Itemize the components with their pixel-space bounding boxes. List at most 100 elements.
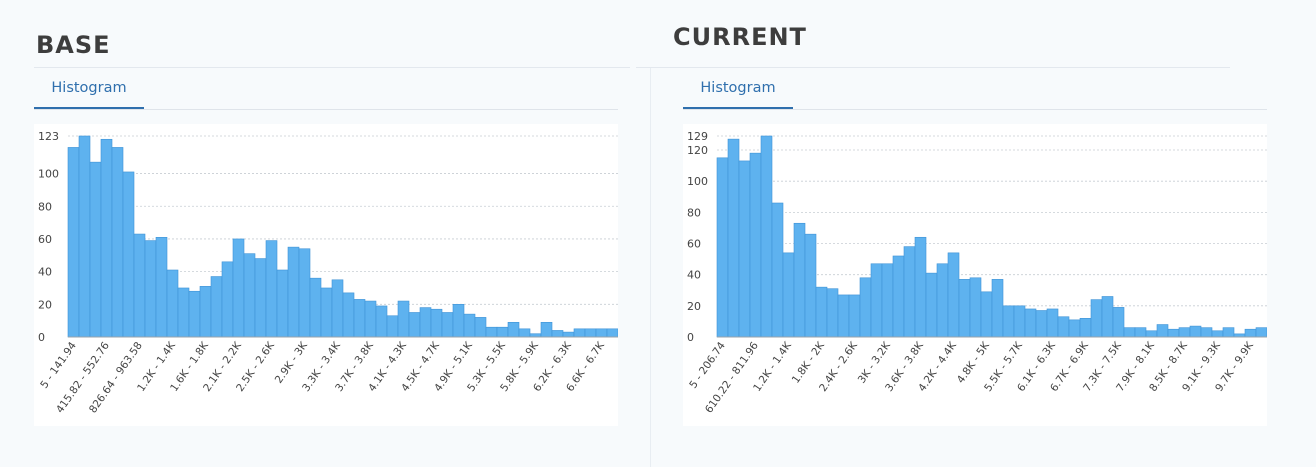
histogram-bar[interactable] [1134,327,1147,338]
histogram-bar[interactable] [452,304,465,338]
histogram-bar[interactable] [133,233,146,338]
histogram-bar[interactable] [254,258,267,338]
histogram-bar[interactable] [771,202,784,338]
histogram-bar[interactable] [793,222,806,338]
histogram-bar[interactable] [1112,307,1125,338]
histogram-bar[interactable] [89,161,102,338]
histogram-bar[interactable] [408,312,421,338]
histogram-bar[interactable] [232,238,245,338]
histogram-bar[interactable] [936,263,949,338]
histogram-bar[interactable] [716,157,729,338]
histogram-bar[interactable] [881,263,894,338]
histogram-bar[interactable] [749,152,762,338]
histogram-bar[interactable] [859,277,872,338]
histogram-bar[interactable] [331,279,344,338]
histogram-bar[interactable] [573,328,586,338]
histogram-bar[interactable] [1189,325,1202,338]
histogram-bar[interactable] [837,294,850,338]
histogram-bar[interactable] [892,255,905,338]
histogram-bar[interactable] [1046,308,1059,338]
histogram-bar[interactable] [1090,299,1103,338]
histogram-bar[interactable] [375,305,388,338]
histogram-bar[interactable] [1167,328,1180,338]
histogram-bar[interactable] [122,171,135,338]
histogram-bar[interactable] [78,135,91,338]
histogram-bar[interactable] [980,291,993,338]
histogram-bar[interactable] [199,286,212,338]
histogram-bar[interactable] [540,321,553,338]
histogram-bar[interactable] [485,326,498,338]
histogram-bar[interactable] [353,299,366,338]
histogram-bar[interactable] [1211,330,1224,338]
histogram-bar[interactable] [430,308,443,338]
histogram-bar[interactable] [188,290,201,338]
histogram-bar[interactable] [397,300,410,338]
histogram-bar[interactable] [111,147,124,338]
histogram-bar[interactable] [320,287,333,338]
histogram-bar[interactable] [727,138,740,338]
histogram-bar[interactable] [518,328,531,338]
histogram-bar[interactable] [903,246,916,338]
histogram-bar[interactable] [584,328,597,338]
histogram-bar[interactable] [1244,328,1257,338]
histogram-bar[interactable] [1002,305,1015,338]
histogram-bar[interactable] [100,138,113,338]
histogram-bar[interactable] [870,263,883,338]
histogram-bar[interactable] [1057,316,1070,338]
histogram-bar[interactable] [507,321,520,338]
histogram-bar[interactable] [1255,327,1267,338]
histogram-bar[interactable] [551,330,564,338]
histogram-bar[interactable] [1222,327,1235,338]
histogram-bar[interactable] [67,147,80,338]
histogram-bar[interactable] [364,300,377,338]
histogram-bar[interactable] [276,269,289,338]
histogram-bar[interactable] [958,279,971,338]
histogram-bar[interactable] [221,261,234,338]
histogram-bar[interactable] [496,326,509,338]
histogram-bar[interactable] [1079,318,1092,338]
histogram-bar[interactable] [243,253,256,338]
histogram-bar[interactable] [595,328,608,338]
histogram-bar[interactable] [782,252,795,338]
histogram-bar[interactable] [155,237,168,338]
histogram-bar[interactable] [1068,319,1081,338]
histogram-bar[interactable] [298,248,311,338]
histogram-bar[interactable] [1024,308,1037,338]
histogram-bar[interactable] [386,315,399,338]
histogram-bar[interactable] [804,233,817,338]
histogram-bar[interactable] [1178,327,1191,338]
histogram-bar[interactable] [969,277,982,338]
histogram-bar[interactable] [144,240,157,338]
histogram-bar[interactable] [925,272,938,338]
histogram-bar[interactable] [463,313,476,338]
current-histogram-tab[interactable]: Histogram [683,75,793,109]
histogram-bar[interactable] [287,246,300,338]
histogram-bar[interactable] [210,276,223,338]
histogram-bar[interactable] [419,307,432,338]
base-histogram-tab[interactable]: Histogram [34,75,144,109]
histogram-bar[interactable] [474,317,487,338]
histogram-bar[interactable] [815,286,828,338]
histogram-bar[interactable] [166,269,179,338]
histogram-bar[interactable] [947,252,960,338]
histogram-bar[interactable] [738,160,751,338]
histogram-bar[interactable] [562,331,575,338]
histogram-bar[interactable] [914,236,927,338]
histogram-bar[interactable] [441,312,454,338]
histogram-bar[interactable] [760,135,773,338]
histogram-bar[interactable] [177,287,190,338]
histogram-bar[interactable] [1200,327,1213,338]
histogram-bar[interactable] [1035,310,1048,338]
histogram-bar[interactable] [1145,330,1158,338]
histogram-bar[interactable] [848,294,861,338]
histogram-bar[interactable] [265,240,278,338]
histogram-bar[interactable] [1156,324,1169,338]
histogram-bar[interactable] [826,288,839,338]
histogram-bar[interactable] [1123,327,1136,338]
histogram-bar[interactable] [1013,305,1026,338]
histogram-bar[interactable] [1101,296,1114,338]
histogram-bar[interactable] [342,292,355,338]
histogram-bar[interactable] [991,279,1004,338]
histogram-bar[interactable] [606,328,618,338]
histogram-bar[interactable] [309,277,322,338]
